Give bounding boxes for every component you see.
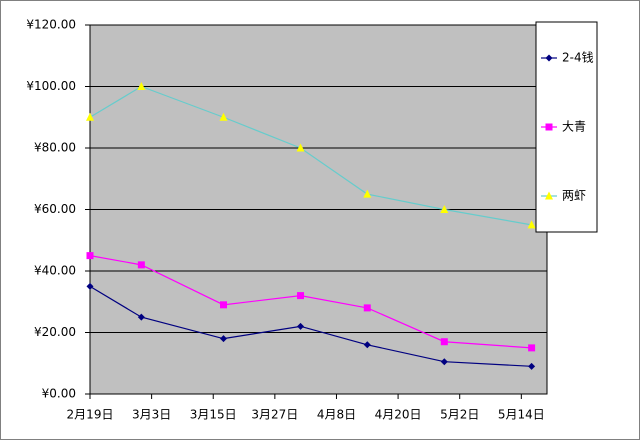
- y-tick-label: ¥100.00: [26, 79, 76, 93]
- y-tick-label: ¥0.00: [42, 387, 76, 401]
- y-tick-label: ¥80.00: [34, 141, 76, 155]
- x-tick-label: 3月15日: [190, 408, 237, 422]
- x-tick-label: 4月20日: [375, 408, 422, 422]
- x-tick-label: 2月19日: [67, 408, 114, 422]
- x-tick-label: 5月2日: [440, 408, 479, 422]
- legend-label: 2-4钱: [562, 50, 594, 65]
- data-point: [363, 189, 372, 198]
- data-point: [219, 112, 228, 121]
- data-point: [137, 313, 145, 321]
- data-point: [440, 338, 448, 346]
- data-point: [363, 341, 371, 349]
- data-point: [296, 143, 305, 152]
- data-point: [137, 82, 146, 90]
- data-point: [220, 335, 228, 343]
- legend-marker: [545, 54, 553, 62]
- data-point: [297, 322, 305, 330]
- data-point: [363, 304, 371, 312]
- data-point: [137, 261, 145, 269]
- data-point: [440, 358, 448, 366]
- data-point: [297, 292, 305, 300]
- y-tick-label: ¥20.00: [34, 325, 76, 339]
- x-tick-label: 3月27日: [251, 408, 298, 422]
- y-tick-label: ¥120.00: [26, 18, 76, 32]
- legend-label: 大青: [562, 120, 586, 134]
- x-tick-label: 3月3日: [132, 408, 171, 422]
- x-tick-label: 5月14日: [498, 408, 545, 422]
- data-point: [86, 282, 94, 290]
- data-point: [528, 362, 536, 370]
- y-tick-label: ¥60.00: [34, 202, 76, 216]
- data-point: [440, 205, 449, 213]
- x-tick-label: 4月8日: [317, 408, 356, 422]
- data-point: [528, 344, 536, 352]
- data-point: [86, 252, 94, 260]
- data-point: [527, 220, 536, 229]
- y-tick-label: ¥40.00: [34, 264, 76, 278]
- legend-marker: [545, 123, 553, 131]
- legend-label: 两虾: [562, 189, 586, 203]
- data-point: [86, 112, 94, 121]
- data-point: [220, 301, 228, 309]
- legend-marker: [545, 191, 553, 200]
